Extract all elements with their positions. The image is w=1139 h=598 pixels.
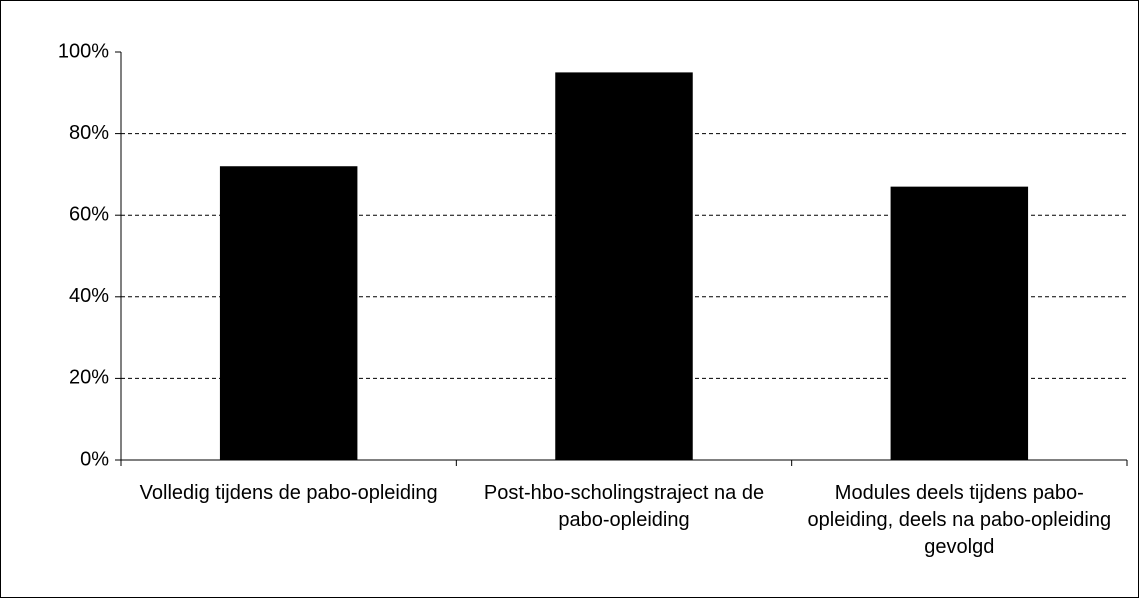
bar <box>890 186 1029 460</box>
y-tick-label: 40% <box>69 285 109 307</box>
y-tick-label: 80% <box>69 122 109 144</box>
x-tick-label: Volledig tijdens de pabo-opleiding <box>139 482 438 504</box>
y-tick-label: 20% <box>69 367 109 389</box>
x-tick-label: Post-hbo-scholingstraject na de pabo-opl… <box>483 482 765 531</box>
y-tick-label: 100% <box>58 40 109 62</box>
bar <box>555 72 693 461</box>
bar <box>219 166 358 461</box>
y-tick-label: 60% <box>69 203 109 225</box>
y-tick-label: 0% <box>80 448 109 470</box>
x-tick-label: Modules deels tijdens pabo-opleiding, de… <box>807 482 1112 558</box>
